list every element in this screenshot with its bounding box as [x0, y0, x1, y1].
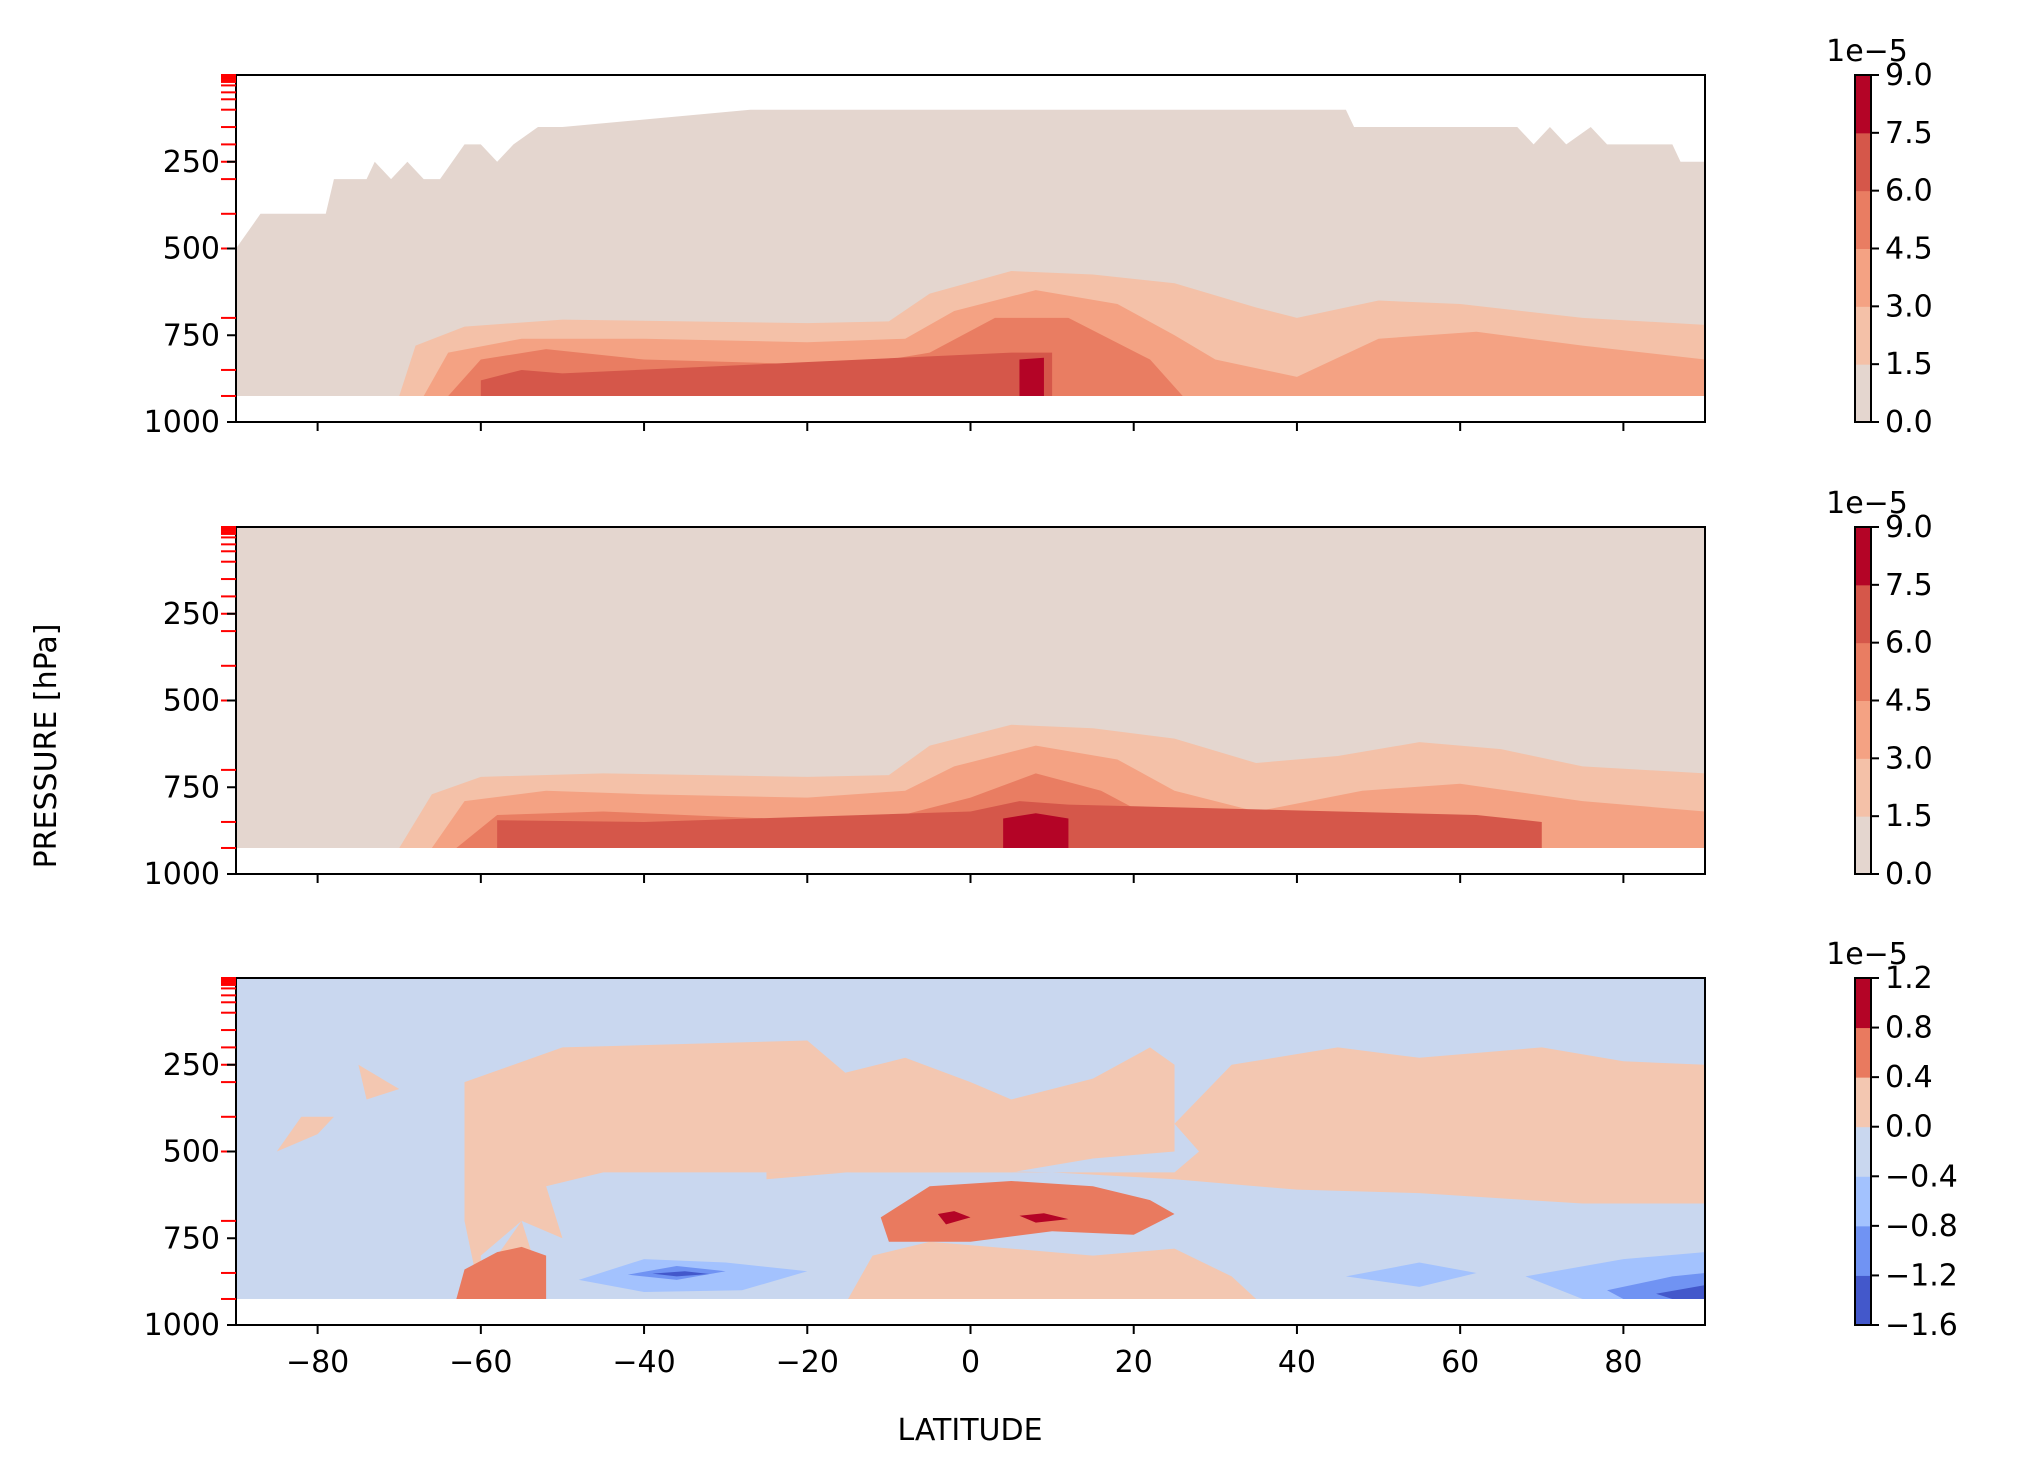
colorbar-tick-label: 6.0 [1885, 174, 1933, 209]
y-tick-label: 500 [163, 1135, 220, 1170]
colorbar-tick-label: 1.5 [1885, 799, 1933, 834]
y-tick-label: 750 [163, 770, 220, 805]
colorbar-tick-label: 7.5 [1885, 568, 1933, 603]
colorbar-tick-label: 1.5 [1885, 347, 1933, 382]
colorbar-tick-label: 9.0 [1885, 510, 1933, 545]
y-tick-label: 750 [163, 318, 220, 353]
contour-fill-region [456, 1246, 547, 1299]
x-tick-label: −40 [612, 1345, 675, 1380]
x-axis-label: LATITUDE [897, 1413, 1042, 1448]
colorbar-segment [1855, 132, 1871, 192]
x-tick-label: −60 [449, 1345, 512, 1380]
colorbar-segment [1855, 527, 1871, 586]
x-tick-label: 20 [1115, 1345, 1153, 1380]
contour-fill-region [766, 1047, 1705, 1204]
y-axis-label: PRESSURE [hPa] [29, 624, 64, 869]
y-tick-label: 1000 [144, 1308, 220, 1343]
x-tick-label: 40 [1278, 1345, 1316, 1380]
middle-panel: 250 500 750 1000 0.0 1.5 3.0 4.5 6.0 7.5 9.01e−5 [144, 486, 1933, 892]
y-tick-label: 250 [163, 145, 220, 180]
colorbar-tick-label: 1.2 [1885, 961, 1933, 996]
colorbar-tick-label: 0.8 [1885, 1011, 1933, 1046]
y-tick-label: 500 [163, 232, 220, 267]
contour-fill-region [276, 1116, 334, 1152]
x-tick-label: −80 [286, 1345, 349, 1380]
x-tick-label: 60 [1441, 1345, 1479, 1380]
y-tick-label: 750 [163, 1221, 220, 1256]
colorbar-tick-label: −0.4 [1885, 1159, 1958, 1194]
colorbar-segment [1855, 1176, 1871, 1227]
colorbar-tick-label: 0.0 [1885, 1110, 1933, 1145]
x-tick-label: −20 [776, 1345, 839, 1380]
contour-fill-region [464, 1040, 1175, 1299]
contour-fill-level [480, 352, 1053, 396]
colorbar-tick-label: −1.2 [1885, 1258, 1958, 1293]
colorbar-segment [1855, 700, 1871, 759]
contour-fill-region [358, 1064, 400, 1100]
x-tick-label: 0 [961, 1345, 980, 1380]
colorbar-offset-label: 1e−5 [1826, 937, 1908, 972]
colorbar-segment [1855, 306, 1871, 365]
colorbar-tick-label: 0.4 [1885, 1060, 1933, 1095]
colorbar-segment [1855, 75, 1871, 134]
contour-fill-region [1656, 1285, 1705, 1299]
y-tick-label: 250 [163, 597, 220, 632]
colorbar-segment [1855, 642, 1871, 701]
top-panel: 250 500 750 1000 0.0 1.5 3.0 4.5 6.0 7.5 9.01e−5 [144, 34, 1933, 440]
colorbar-segment [1855, 1225, 1871, 1276]
colorbar-tick-label: 6.0 [1885, 626, 1933, 661]
colorbar-segment [1855, 1077, 1871, 1128]
contour-fill-region [937, 1211, 971, 1225]
colorbar-offset-label: 1e−5 [1826, 34, 1908, 69]
colorbar-segment [1855, 758, 1871, 817]
colorbar-tick-label: 9.0 [1885, 58, 1933, 93]
colorbar-segment [1855, 364, 1871, 423]
colorbar-segment [1855, 978, 1871, 1029]
colorbar-offset-label: 1e−5 [1826, 486, 1908, 521]
y-tick-label: 1000 [144, 857, 220, 892]
y-tick-label: 250 [163, 1048, 220, 1083]
colorbar-segment [1855, 1126, 1871, 1177]
colorbar-frame [1854, 977, 1872, 1326]
contour-fill-region [880, 1180, 1175, 1242]
colorbar-segment [1855, 1275, 1871, 1326]
y-tick-label: 500 [163, 684, 220, 719]
colorbar-tick-label: 7.5 [1885, 116, 1933, 151]
colorbar-tick-label: 0.0 [1885, 857, 1933, 892]
colorbar-tick-label: 4.5 [1885, 232, 1933, 267]
contour-fill-level [1019, 357, 1044, 396]
contour-fill-level [1003, 813, 1069, 848]
bottom-panel: 250 500 750 1000 −80 −60 −40 −20 0 20 40 60 80 −1.6 −1… [144, 937, 1958, 1380]
colorbar-tick-label: 0.0 [1885, 405, 1933, 440]
colorbar-segment [1855, 584, 1871, 644]
contour-fill-region [848, 1241, 1257, 1299]
contour-fill-region [652, 1271, 710, 1277]
colorbar-segment [1855, 1027, 1871, 1078]
contour-fill-region [1345, 1262, 1477, 1287]
colorbar-segment [1855, 248, 1871, 307]
colorbar-segment [1855, 190, 1871, 249]
colorbar-tick-label: 3.0 [1885, 289, 1933, 324]
colorbar-tick-label: −0.8 [1885, 1209, 1958, 1244]
colorbar-tick-label: −1.6 [1885, 1308, 1958, 1343]
colorbar-tick-label: 3.0 [1885, 741, 1933, 776]
contour-fill-region [1019, 1213, 1069, 1223]
x-tick-label: 80 [1604, 1345, 1642, 1380]
colorbar-segment [1855, 816, 1871, 875]
colorbar-tick-label: 4.5 [1885, 684, 1933, 719]
y-tick-label: 1000 [144, 405, 220, 440]
